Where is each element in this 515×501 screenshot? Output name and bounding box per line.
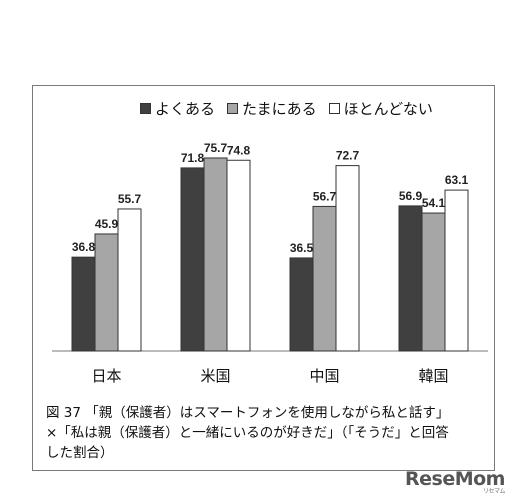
x-tick-label-3: 韓国 [418,367,448,385]
bar-0-1 [94,233,119,352]
bar-1-2 [226,159,251,352]
bar-3-1 [421,212,446,352]
bar-2-1 [312,205,337,352]
data-label-2-0: 36.5 [290,241,314,255]
bar-3-0 [398,205,423,352]
bar-0-0 [71,256,96,352]
caption-line-1: 図 37 「親（保護者）はスマートフォンを使用しながら私と話す」 [46,405,450,421]
bar-2-0 [289,257,314,352]
x-tick-label-0: 日本 [91,367,121,385]
legend-label-often: よくある [155,99,216,118]
data-label-2-1: 56.7 [313,189,337,203]
legend-item-rarely: ほとんどない [328,98,433,119]
legend-item-often: よくある [140,98,215,119]
data-label-2-2: 72.7 [336,149,360,163]
bar-3-2 [444,189,469,352]
legend-swatch-often [140,102,151,114]
resemom-logo-subtext: リセマム [482,488,506,495]
legend-label-sometimes: たまにある [242,99,317,118]
data-label-0-2: 55.7 [118,192,142,206]
data-label-0-0: 36.8 [72,240,96,254]
legend-label-rarely: ほとんどない [343,99,433,118]
resemom-logo-text: ReseMom [405,468,505,490]
data-label-1-2: 74.8 [227,143,251,157]
caption-line-3: した割合） [46,445,114,461]
figure-caption: 図 37 「親（保護者）はスマートフォンを使用しながら私と話す」 ×「私は親（保… [46,403,491,463]
data-label-3-0: 56.9 [399,189,423,203]
bar-2-2 [335,165,360,352]
chart-frame [32,85,495,471]
data-label-0-1: 45.9 [95,217,119,231]
bar-1-0 [180,167,205,352]
bar-1-1 [203,157,228,352]
data-label-1-0: 71.8 [181,151,205,165]
data-label-3-1: 54.1 [422,196,446,210]
data-label-1-1: 75.7 [204,141,228,155]
x-tick-label-1: 米国 [200,367,230,385]
data-label-3-2: 63.1 [445,173,469,187]
legend-swatch-sometimes [227,102,239,114]
legend-item-sometimes: たまにある [227,98,317,119]
caption-line-2: ×「私は親（保護者）と一緒にいるのが好きだ」（「そうだ」と回答 [46,425,449,441]
bar-0-2 [117,208,142,352]
x-tick-label-2: 中国 [309,367,339,385]
legend-swatch-rarely [328,102,340,114]
resemom-logo: ReseMom リセマム [405,468,505,495]
chart-legend: よくある たまにある ほとんどない [140,97,433,119]
